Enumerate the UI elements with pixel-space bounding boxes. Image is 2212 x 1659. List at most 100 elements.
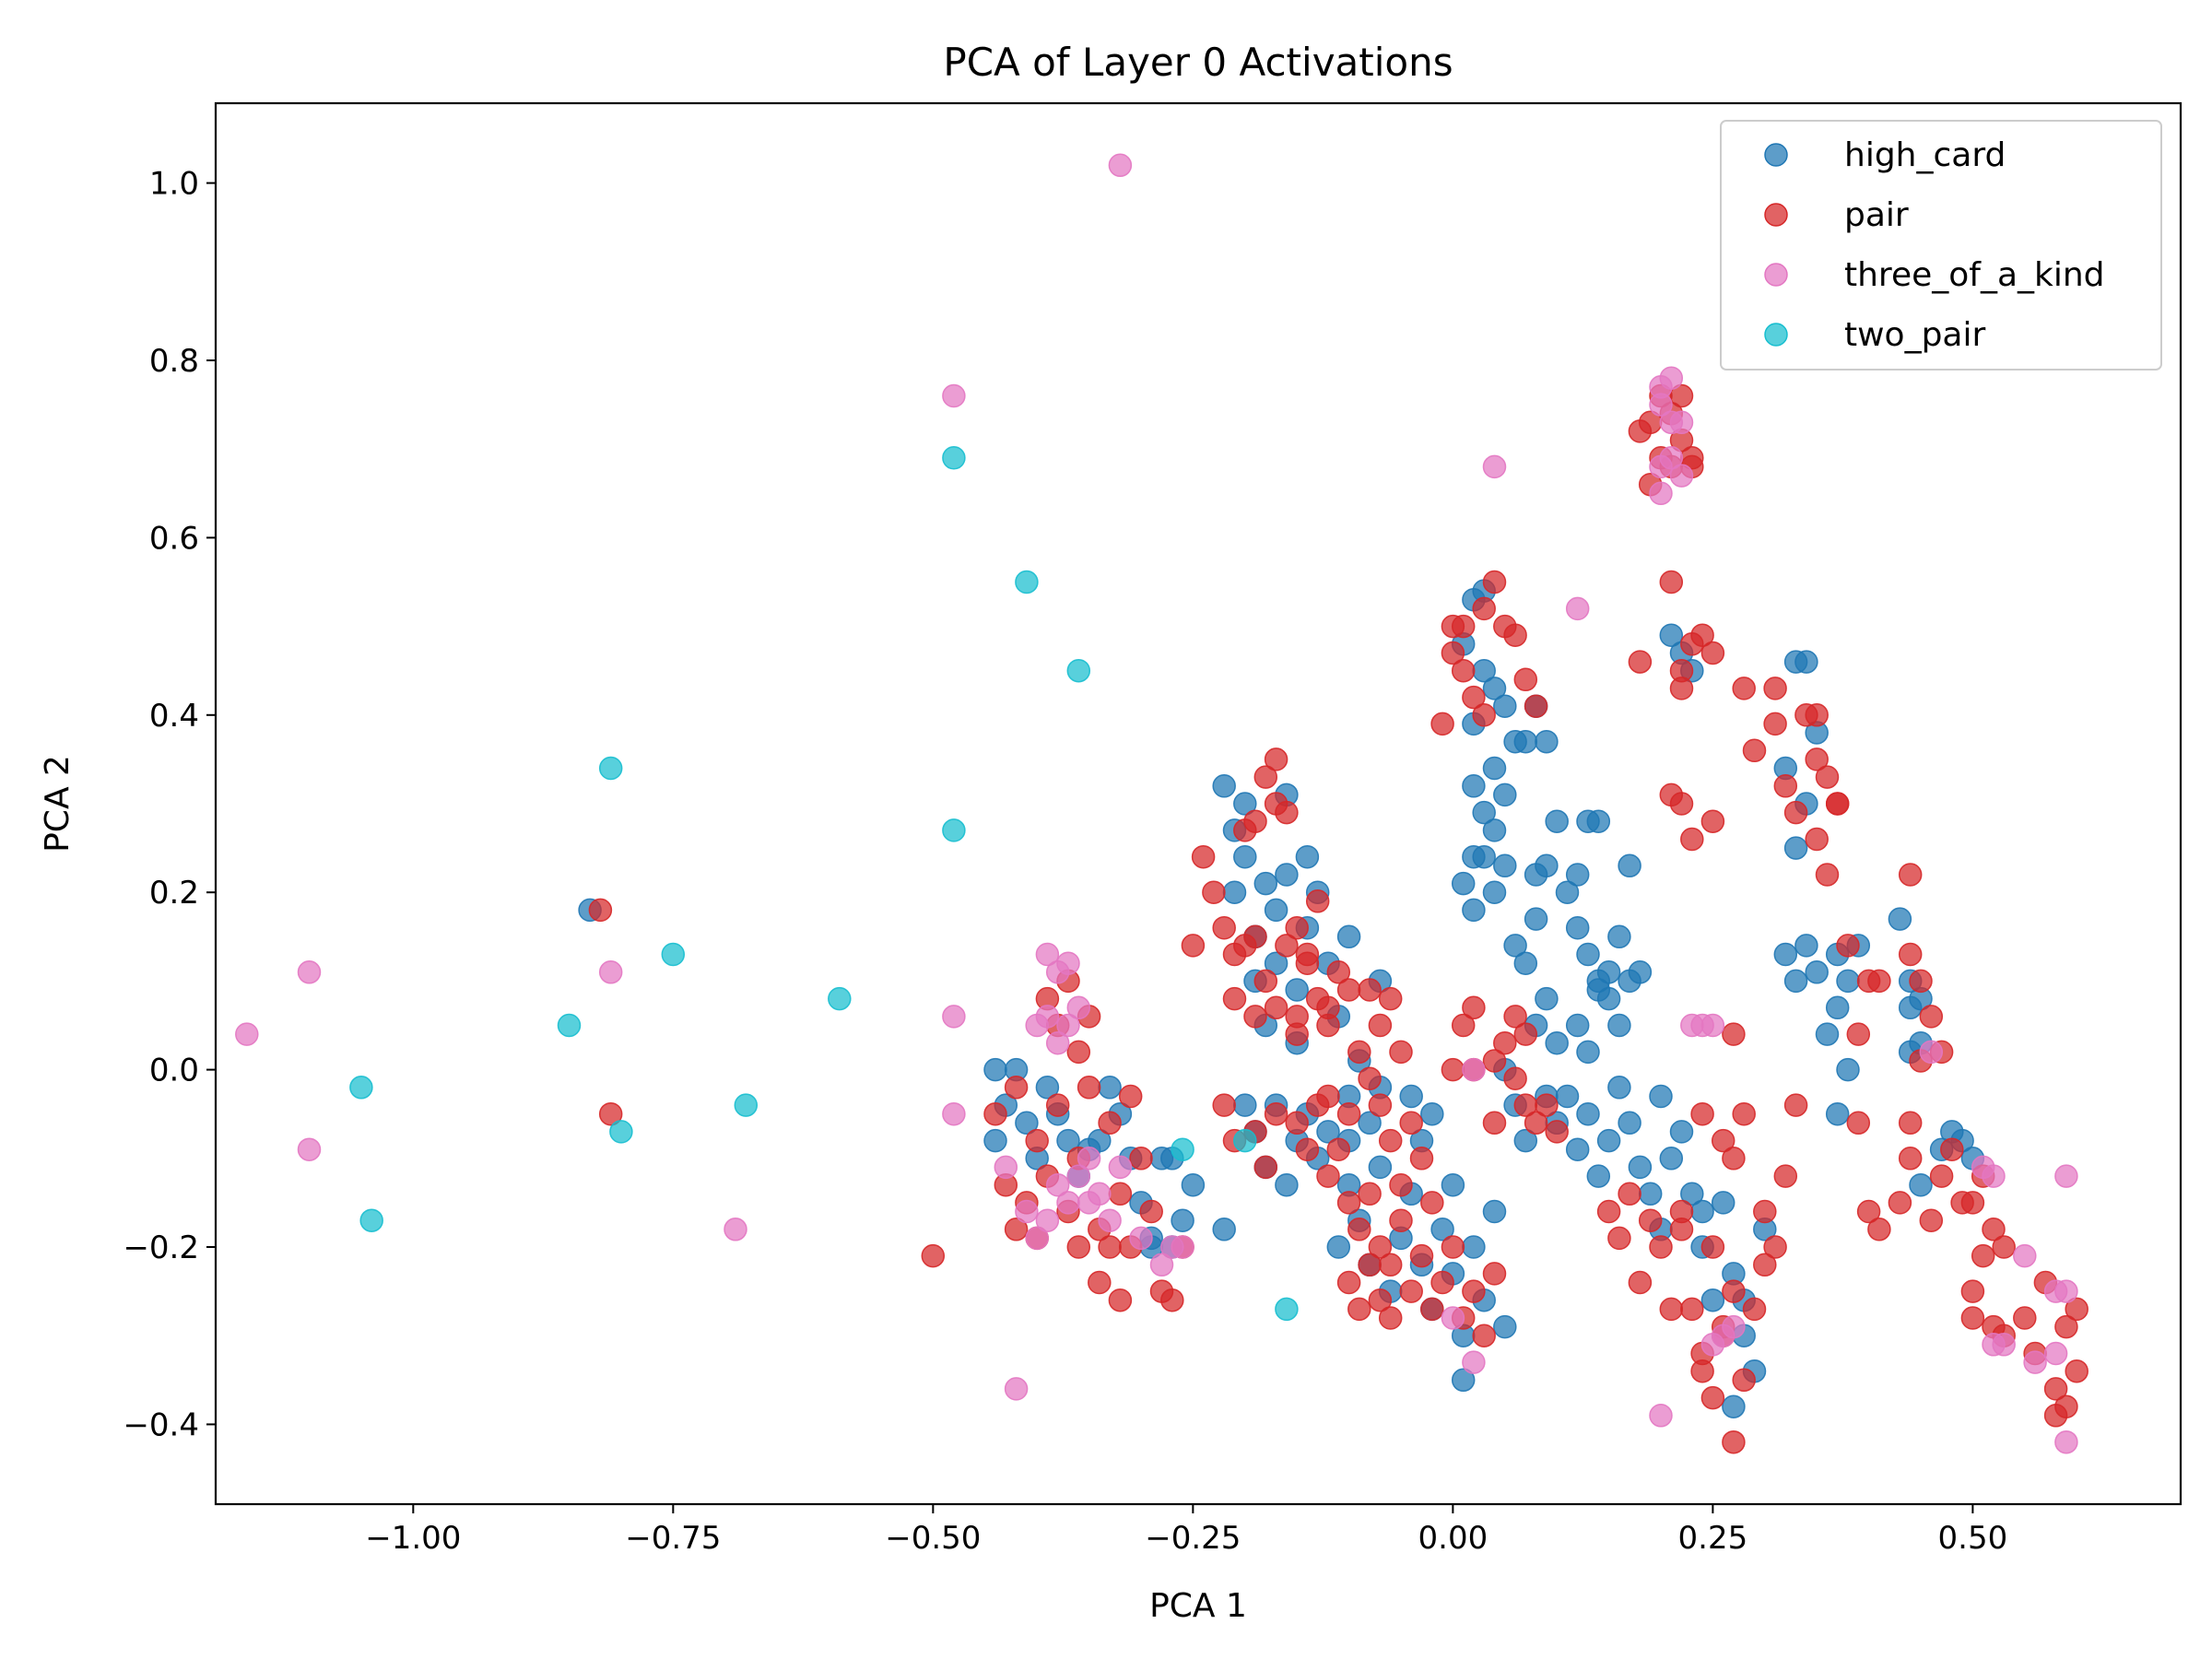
- scatter-point: [1358, 1111, 1382, 1135]
- scatter-point: [1233, 844, 1257, 869]
- scatter-point: [1472, 844, 1496, 869]
- scatter-point: [1513, 729, 1538, 754]
- scatter-point: [1659, 570, 1684, 594]
- scatter-point: [1108, 153, 1133, 178]
- scatter-point: [1992, 1333, 2016, 1357]
- scatter-point: [1482, 818, 1507, 842]
- scatter-point: [1108, 1182, 1133, 1206]
- scatter-point: [1700, 1013, 1725, 1038]
- scatter-point: [1493, 1314, 1517, 1339]
- scatter-point: [1264, 747, 1288, 771]
- scatter-point: [1451, 1368, 1476, 1393]
- scatter-point: [1607, 1076, 1631, 1100]
- scatter-point: [1763, 1235, 1787, 1259]
- legend-marker: [1764, 143, 1788, 167]
- scatter-point: [1129, 1226, 1153, 1251]
- scatter-point: [1794, 650, 1818, 674]
- scatter-point: [359, 1208, 383, 1232]
- scatter-point: [1898, 1111, 1923, 1135]
- scatter-point: [1430, 1218, 1454, 1241]
- scatter-point: [1669, 464, 1694, 488]
- y-axis: −0.4 −0.2 0.0 0.2 0.4 0.6 0.8 1.0: [123, 166, 216, 1443]
- legend-box: [1720, 120, 2162, 371]
- scatter-point: [1285, 1005, 1309, 1029]
- scatter-point: [1513, 951, 1538, 975]
- scatter-point: [1513, 667, 1538, 692]
- scatter-point: [1649, 1404, 1673, 1428]
- scatter-point: [1462, 898, 1486, 923]
- scatter-point: [1618, 1182, 1641, 1206]
- scatter-point: [2065, 1297, 2088, 1322]
- scatter-point: [1960, 1306, 1985, 1330]
- scatter-point: [942, 1005, 966, 1029]
- scatter-point: [1836, 934, 1860, 958]
- scatter-point: [1285, 915, 1309, 940]
- scatter-point: [1586, 1164, 1611, 1188]
- scatter-point: [1212, 774, 1236, 798]
- scatter-point: [1856, 1199, 1881, 1224]
- scatter-point: [1898, 863, 1923, 887]
- scatter-point: [1441, 641, 1465, 665]
- y-tick-label: 0.2: [149, 875, 199, 912]
- scatter-point: [1513, 1128, 1538, 1153]
- scatter-point: [1015, 570, 1039, 594]
- scatter-point: [1940, 1137, 1964, 1161]
- scatter-point: [1378, 1128, 1403, 1153]
- scatter-point: [1171, 1137, 1194, 1161]
- scatter-point: [1420, 1191, 1444, 1215]
- scatter-point: [1462, 995, 1486, 1020]
- scatter-point: [1555, 1084, 1580, 1109]
- scatter-point: [1295, 844, 1320, 869]
- scatter-point: [1669, 1218, 1694, 1241]
- scatter-point: [1586, 809, 1611, 833]
- scatter-point: [1919, 1005, 1944, 1029]
- scatter-point: [1503, 623, 1527, 647]
- scatter-point: [1493, 782, 1517, 807]
- scatter-point: [1181, 1172, 1206, 1197]
- scatter-point: [1722, 1394, 1746, 1418]
- scatter-point: [1794, 934, 1818, 958]
- scatter-point: [1982, 1164, 2006, 1188]
- scatter-point: [1607, 924, 1631, 949]
- scatter-point: [1783, 1093, 1808, 1117]
- scatter-point: [1368, 1013, 1393, 1038]
- scatter-point: [1430, 1270, 1454, 1295]
- scatter-point: [1285, 1111, 1309, 1135]
- scatter-point: [734, 1093, 759, 1117]
- scatter-point: [661, 942, 686, 967]
- scatter-point: [1659, 1297, 1684, 1322]
- scatter-point: [1576, 942, 1600, 967]
- scatter-point: [1576, 1040, 1600, 1065]
- scatter-point: [942, 446, 966, 470]
- plot-frame: [214, 101, 2183, 1506]
- scatter-point: [1898, 1147, 1923, 1171]
- scatter-point: [1836, 969, 1860, 994]
- scatter-point: [1336, 1101, 1361, 1126]
- scatter-point: [1763, 677, 1787, 700]
- scatter-point: [1773, 1164, 1798, 1188]
- scatter-point: [1316, 1120, 1340, 1144]
- scatter-point: [1171, 1235, 1194, 1259]
- x-tick-label: −0.50: [885, 1520, 981, 1557]
- scatter-point: [1846, 1111, 1871, 1135]
- scatter-point: [1015, 1111, 1039, 1135]
- scatter-point: [1441, 1235, 1465, 1259]
- scatter-point: [1545, 1030, 1569, 1055]
- scatter-point: [983, 1101, 1007, 1126]
- scatter-point: [1711, 1191, 1735, 1215]
- y-tick-label: −0.2: [123, 1230, 199, 1266]
- scatter-point: [1222, 880, 1247, 904]
- series-two_pair: [349, 446, 1299, 1322]
- scatter-point: [1066, 1040, 1091, 1065]
- scatter-point: [1669, 383, 1694, 408]
- scatter-point: [1888, 1191, 1912, 1215]
- scatter-point: [724, 1218, 747, 1241]
- scatter-point: [1535, 1093, 1559, 1117]
- scatter-point: [1898, 942, 1923, 967]
- scatter-point: [1358, 1066, 1382, 1090]
- scatter-point: [1430, 712, 1454, 736]
- scatter-point: [297, 960, 322, 984]
- scatter-point: [1088, 1182, 1112, 1206]
- scatter-point: [297, 1137, 322, 1161]
- scatter-point: [1700, 809, 1725, 833]
